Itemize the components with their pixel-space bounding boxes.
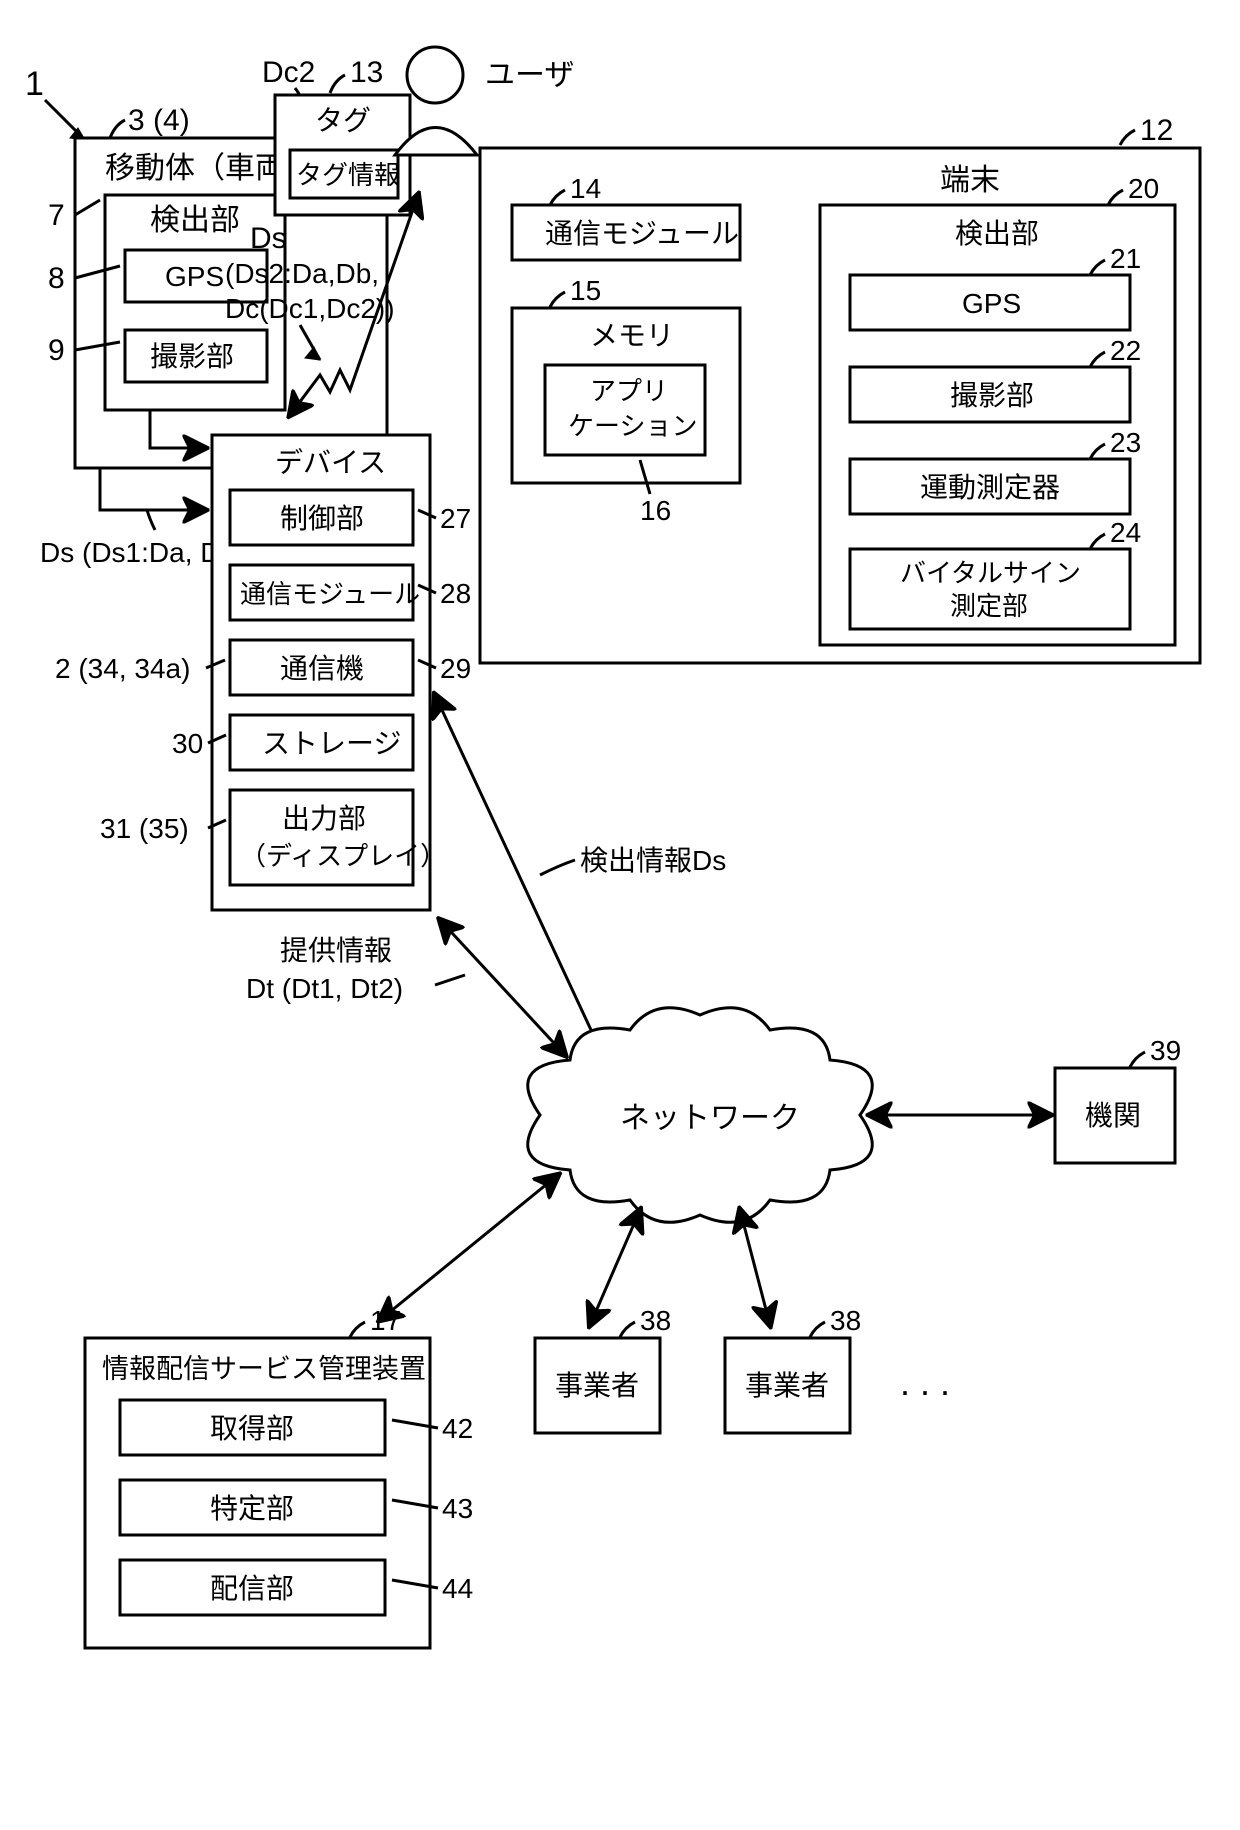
camera2-label: 撮影部: [950, 380, 1034, 411]
provide-label-1: 提供情報: [280, 935, 392, 966]
dc2-label: Dc2: [262, 56, 315, 89]
device-label: デバイス: [275, 447, 386, 478]
label-38a: 38: [640, 1305, 671, 1336]
tag-label: タグ: [315, 105, 371, 136]
user-label: ユーザ: [485, 59, 574, 92]
organ-label: 機関: [1085, 1100, 1141, 1131]
label-3-4: 3 (4): [128, 104, 190, 137]
label-39: 39: [1150, 1035, 1181, 1066]
label-13: 13: [350, 56, 383, 89]
label-24: 24: [1110, 517, 1141, 548]
gps2-label: GPS: [962, 288, 1021, 319]
label-31: 31 (35): [100, 813, 189, 844]
comm-label: 通信機: [280, 653, 364, 684]
label-43: 43: [442, 1493, 473, 1524]
label-9: 9: [48, 334, 65, 367]
detect2-label: 検出部: [955, 218, 1039, 249]
label-27: 27: [440, 503, 471, 534]
deliver-label: 配信部: [210, 1573, 294, 1604]
mgmt-label: 情報配信サービス管理装置: [102, 1354, 426, 1384]
ds-label-2: (Ds2:Da,Db,: [225, 258, 379, 289]
label-16: 16: [640, 495, 671, 526]
output-label-1: 出力部: [282, 803, 366, 834]
ds-label-1: Ds: [250, 222, 287, 255]
label-20: 20: [1128, 173, 1159, 204]
label-42: 42: [442, 1413, 473, 1444]
taginfo-label: タグ情報: [296, 160, 400, 190]
label-29: 29: [440, 653, 471, 684]
operator-label-1: 事業者: [555, 1370, 639, 1401]
label-38b: 38: [830, 1305, 861, 1336]
commmod2-label: 通信モジュール: [545, 218, 739, 249]
commmod-label: 通信モジュール: [240, 579, 420, 609]
acquire-label: 取得部: [210, 1413, 294, 1444]
provide-label-2: Dt (Dt1, Dt2): [246, 973, 403, 1004]
detect-ds-label: 検出情報Ds: [580, 845, 726, 876]
dots-label: . . .: [900, 1362, 950, 1403]
label-30: 30: [172, 728, 203, 759]
app-label-1: アプリ: [590, 376, 668, 406]
motion-label: 運動測定器: [920, 472, 1060, 503]
label-2-34: 2 (34, 34a): [55, 653, 190, 684]
label-28: 28: [440, 578, 471, 609]
memory-label: メモリ: [590, 320, 674, 351]
label-1: 1: [25, 65, 44, 103]
label-14: 14: [570, 173, 601, 204]
user-head-icon: [407, 47, 463, 103]
label-7: 7: [48, 199, 65, 232]
operator-label-2: 事業者: [745, 1370, 829, 1401]
ds-label-3: Dc(Dc1,Dc2)): [225, 293, 395, 324]
storage-label: ストレージ: [262, 728, 401, 759]
ctrl-label: 制御部: [280, 503, 364, 534]
vital-label-1: バイタルサイン: [900, 558, 1081, 588]
label-23: 23: [1110, 427, 1141, 458]
label-8: 8: [48, 262, 65, 295]
label-22: 22: [1110, 335, 1141, 366]
vital-label-2: 測定部: [950, 591, 1028, 621]
network-label: ネットワーク: [620, 1102, 800, 1135]
label-21: 21: [1110, 243, 1141, 274]
output-label-2: （ディスプレイ）: [240, 841, 446, 871]
label-15: 15: [570, 275, 601, 306]
terminal-label: 端末: [940, 164, 1000, 197]
label-44: 44: [442, 1573, 473, 1604]
label-12: 12: [1140, 114, 1173, 147]
detect-label: 検出部: [150, 204, 240, 237]
specify-label: 特定部: [210, 1493, 294, 1524]
gps-label: GPS: [165, 261, 224, 292]
app-label-2: ケーション: [568, 411, 697, 441]
camera-label: 撮影部: [150, 341, 234, 372]
label-17: 17: [370, 1305, 401, 1336]
